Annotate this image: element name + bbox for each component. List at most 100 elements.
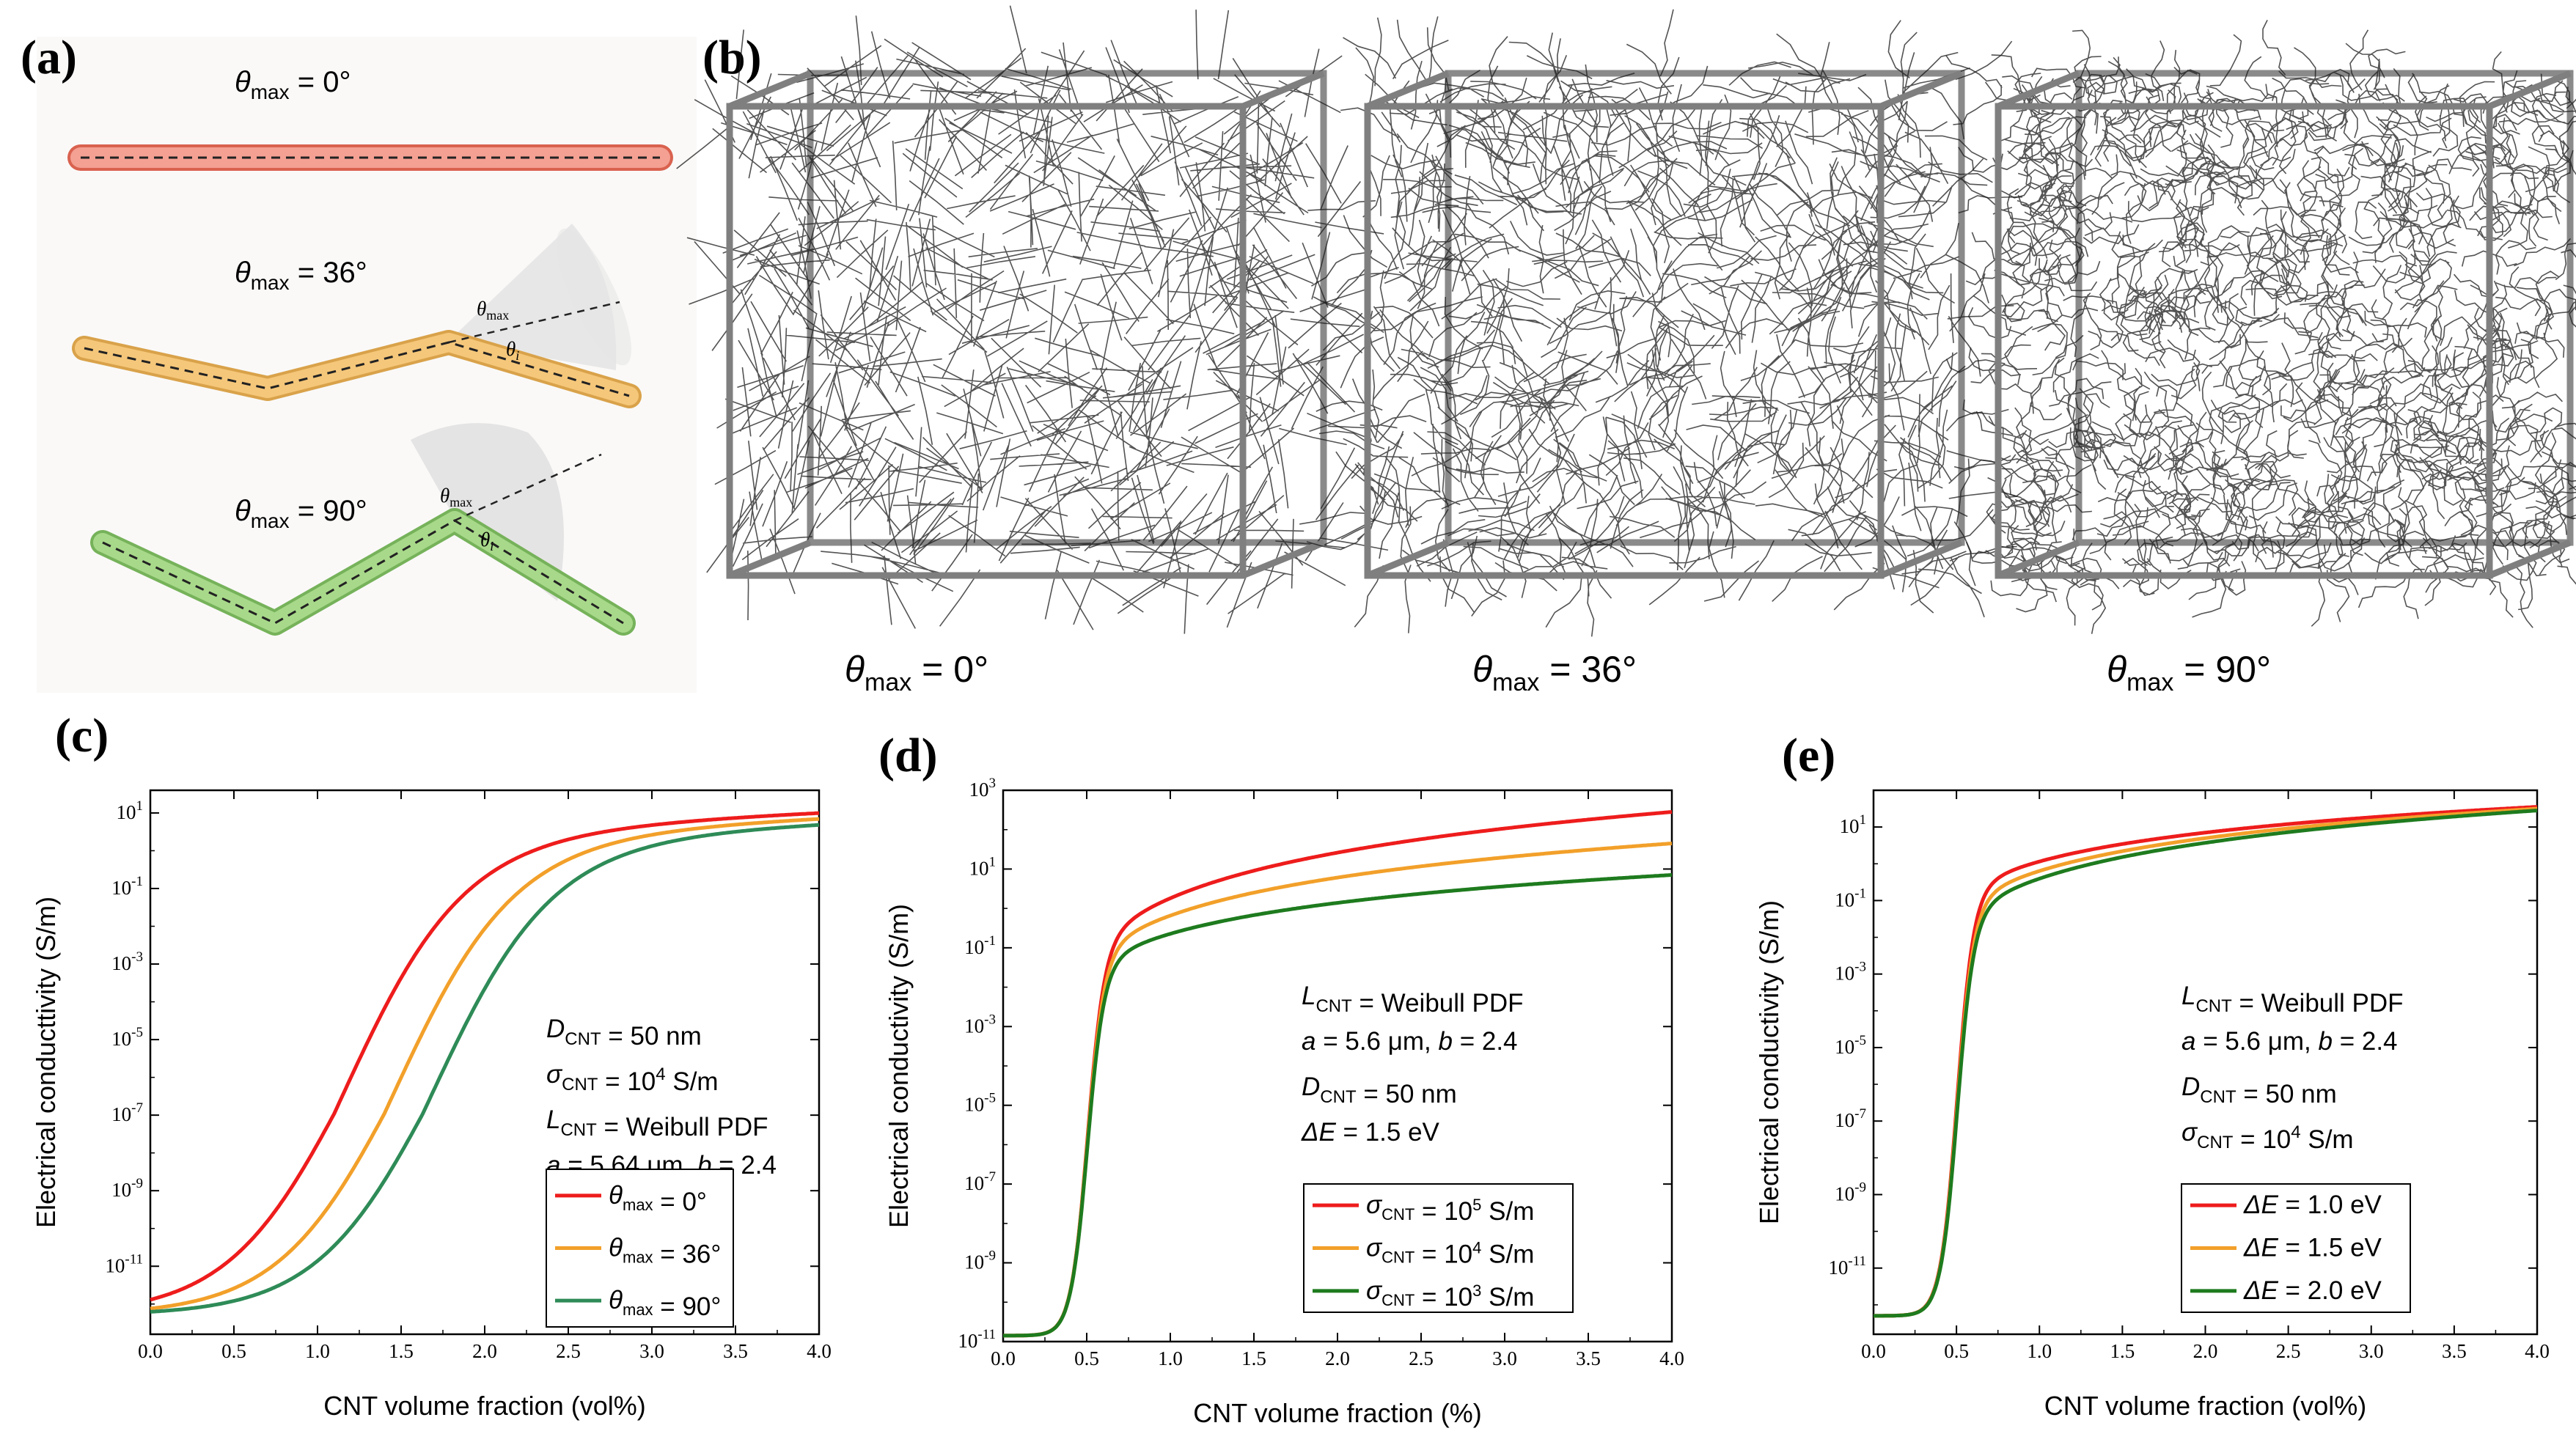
- tube-36-axis: [84, 341, 630, 397]
- x-tick-label: 1.5: [2110, 1340, 2135, 1362]
- x-tick-label: 3.0: [639, 1340, 664, 1362]
- box-2-caption: θmax = 36°: [1472, 649, 1637, 696]
- series-line-1: [1003, 810, 1673, 1338]
- panel-d-label: (d): [878, 729, 938, 782]
- annotation-line: ΔE = 1.5 eV: [1301, 1118, 1440, 1147]
- cone-90-theta-i: θi: [480, 529, 493, 553]
- box-edge: [1366, 70, 1450, 110]
- cone-36-axis: [448, 301, 620, 344]
- legend-entry: θmax = 36°: [609, 1234, 721, 1269]
- annotation-line: σCNT = 104 S/m: [2181, 1118, 2354, 1154]
- y-tick-label: 10-1: [111, 874, 143, 899]
- y-tick-label: 101: [117, 798, 144, 823]
- x-tick-label: 2.5: [2276, 1340, 2301, 1362]
- y-tick-label: 10-7: [964, 1169, 996, 1194]
- y-tick-label: 101: [1840, 812, 1867, 837]
- scheme-straight: θmax = 0°: [67, 66, 673, 171]
- scheme-3-label: θmax = 90°: [235, 495, 367, 532]
- x-tick-label: 4.0: [2525, 1340, 2550, 1362]
- series-line-1: [1874, 805, 2538, 1318]
- x-tick-label: 2.0: [2193, 1340, 2218, 1362]
- x-tick-label: 1.5: [389, 1340, 414, 1362]
- panel-c-label: (c): [55, 709, 109, 762]
- box-back-face: [1445, 70, 1965, 546]
- y-tick-label: 10-3: [111, 949, 143, 974]
- legend-entry: ΔE = 1.0 eV: [2243, 1191, 2382, 1219]
- box-front-face: [1995, 103, 2493, 579]
- y-tick-label: 10-9: [111, 1176, 143, 1201]
- annotation-line: σCNT = 104 S/m: [546, 1060, 719, 1096]
- panel-b: (b) θmax = 0° θmax = 36° θmax = 90°: [676, 5, 2576, 696]
- x-tick-label: 0.0: [1861, 1340, 1886, 1362]
- box-edge: [2488, 539, 2572, 579]
- x-tick-label: 0.5: [1944, 1340, 1969, 1362]
- x-axis-label: CNT volume fraction (vol%): [2044, 1391, 2366, 1421]
- box-1-caption: θmax = 0°: [845, 649, 988, 696]
- x-tick-label: 3.5: [2442, 1340, 2467, 1362]
- legend-entry: σCNT = 103 S/m: [1366, 1276, 1534, 1312]
- panel-a-label: (a): [21, 31, 77, 84]
- y-tick-label: 10-11: [105, 1251, 143, 1276]
- y-tick-label: 10-9: [1835, 1180, 1866, 1204]
- annotation-line: DCNT = 50 nm: [546, 1015, 702, 1051]
- box-edge: [728, 539, 812, 579]
- box-front-face: [1364, 103, 1885, 579]
- x-tick-label: 4.0: [1659, 1347, 1684, 1369]
- y-tick-label: 10-7: [111, 1100, 143, 1125]
- annotation-line: LCNT = Weibull PDF: [2181, 982, 2404, 1018]
- x-tick-label: 1.0: [305, 1340, 330, 1362]
- y-tick-label: 10-3: [964, 1012, 996, 1037]
- y-tick-label: 10-5: [111, 1025, 143, 1050]
- box-3-caption: θmax = 90°: [2107, 649, 2271, 696]
- chart-c: 0.0 0.5 1.0 1.5 2.0 2.5 3.0 3.5 4.0 101 10-1 10-3 10…: [31, 789, 832, 1421]
- cone-36-base: [557, 228, 631, 366]
- y-axis-label: Electrical conducttivity (S/m): [31, 897, 61, 1228]
- chart-e: 0.0 0.5 1.0 1.5 2.0 2.5 3.0 3.5 4.0 101 10-1 10-3 10…: [1754, 789, 2550, 1421]
- x-tick-label: 2.0: [1325, 1347, 1350, 1369]
- cnt-network-box-3: [1945, 20, 2576, 634]
- x-tick-label: 0.5: [221, 1340, 246, 1362]
- y-tick-label: 10-5: [964, 1091, 996, 1116]
- x-tick-label: 2.5: [556, 1340, 581, 1362]
- series-line-3: [1874, 809, 2538, 1318]
- cnt-network-box-2: [1299, 9, 2023, 637]
- x-tick-label: 3.5: [1576, 1347, 1601, 1369]
- x-axis-label: CNT volume fraction (vol%): [323, 1391, 645, 1421]
- annotation-line: a = 5.6 μm, b = 2.4: [1302, 1027, 1518, 1056]
- y-tick-label: 101: [969, 854, 997, 879]
- x-tick-label: 0.0: [991, 1347, 1016, 1369]
- y-axis-label: Electrical conductivity (S/m): [884, 904, 914, 1228]
- annotation-line: LCNT = Weibull PDF: [1302, 982, 1524, 1018]
- y-tick-label: 10-11: [1828, 1254, 1866, 1279]
- cone-90-axis: [454, 453, 602, 522]
- legend-entry: σCNT = 104 S/m: [1366, 1234, 1534, 1269]
- box-edge: [1879, 539, 1963, 579]
- cone-36-theta-max: θmax: [477, 298, 509, 323]
- panel-e-label: (e): [1782, 729, 1835, 782]
- box-edge: [1241, 539, 1325, 579]
- box-edge: [1879, 70, 1963, 110]
- scheme-36: θmax = 36° θmax θi: [72, 224, 642, 408]
- legend-entry: θmax = 90°: [609, 1286, 721, 1321]
- x-tick-label: 3.5: [723, 1340, 748, 1362]
- y-tick-label: 10-5: [1835, 1033, 1866, 1058]
- box-front-face: [726, 103, 1247, 579]
- box-edge: [1241, 70, 1325, 110]
- x-axis-label: CNT volume fraction (%): [1193, 1398, 1481, 1428]
- legend-entry: θmax = 0°: [609, 1181, 707, 1216]
- box-edge: [1997, 539, 2080, 579]
- series-line-1: [150, 811, 820, 1302]
- series-line-2: [150, 817, 820, 1311]
- y-tick-label: 10-7: [1835, 1106, 1866, 1131]
- annotation-line: a = 5.6 μm, b = 2.4: [2181, 1027, 2398, 1056]
- box-edge: [1366, 539, 1450, 579]
- series-line-2: [1003, 842, 1673, 1338]
- box-edge: [728, 70, 812, 110]
- series-line-3: [150, 823, 820, 1314]
- scheme-2-label: θmax = 36°: [235, 257, 367, 294]
- legend-entry: ΔE = 1.5 eV: [2243, 1234, 2382, 1262]
- annotation-line: DCNT = 50 nm: [2181, 1073, 2337, 1108]
- x-tick-label: 4.0: [807, 1340, 832, 1362]
- x-tick-label: 1.0: [1158, 1347, 1183, 1369]
